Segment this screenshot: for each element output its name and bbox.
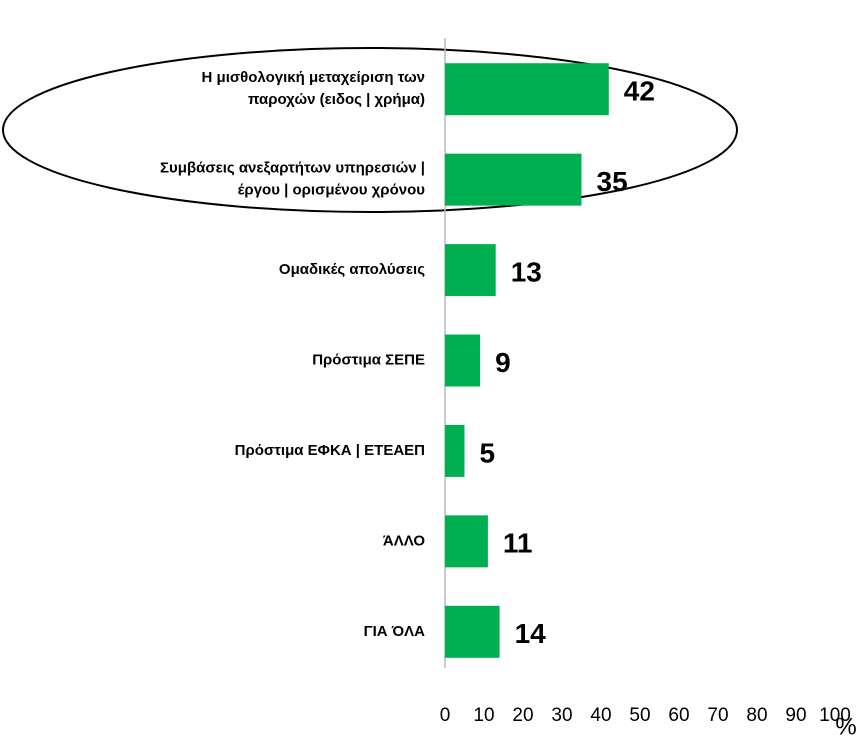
bar [445,63,609,116]
x-tick-label: 50 [629,705,650,726]
x-tick-label: 20 [512,705,533,726]
bar [445,424,465,477]
category-label: παροχών (ειδος | χρήμα) [248,91,425,108]
value-label: 9 [495,347,511,378]
bar [445,244,496,297]
value-label: 5 [480,437,496,468]
highlight-ellipse [2,47,738,213]
category-label: Η μισθολογική μεταχείριση των [202,69,425,86]
x-tick-label: 90 [785,705,806,726]
category-label: ΆΛΛΟ [383,532,425,549]
value-label: 14 [515,618,547,649]
x-tick-label: 70 [707,705,728,726]
x-tick-label: 10 [473,705,494,726]
category-label: Ομαδικές απολύσεις [279,261,425,278]
x-tick-label: 0 [440,705,451,726]
bar [445,153,582,206]
category-label: Πρόστιμα ΣΕΠΕ [312,351,425,368]
bar [445,334,481,387]
value-label: 42 [624,76,655,107]
category-label: Πρόστιμα ΕΦΚΑ | ΕΤΕΑΕΠ [235,442,425,459]
x-tick-label: 80 [746,705,767,726]
category-label: έργου | ορισμένου χρόνου [238,182,426,199]
x-tick-label: 40 [590,705,611,726]
value-label: 11 [503,528,533,559]
value-label: 35 [597,166,628,197]
x-tick-label: 100 [819,705,851,726]
x-tick-label: 60 [668,705,689,726]
x-tick-label: 30 [551,705,572,726]
x-axis-label: % [835,713,856,740]
bar [445,515,488,568]
category-label: ΓΙΑ ΌΛΑ [364,623,426,640]
bar [445,605,500,658]
category-label: Συμβάσεις ανεξαρτήτων υπηρεσιών | [160,160,425,177]
value-label: 13 [511,256,542,287]
